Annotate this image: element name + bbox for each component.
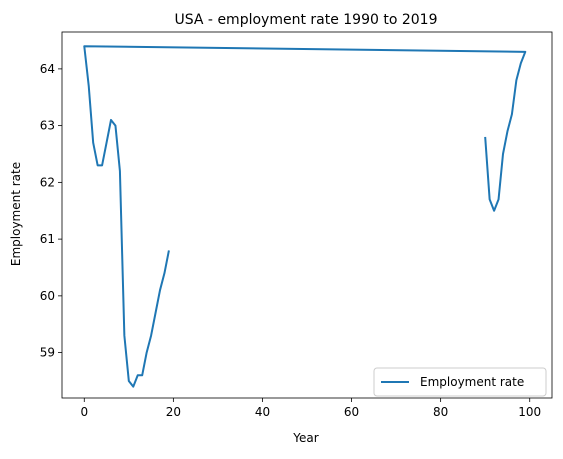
x-axis-ticks: 0 20 40 60 80 100 (80, 398, 541, 419)
x-tick-label: 100 (518, 405, 541, 419)
y-axis-ticks: 59 60 61 62 63 64 (40, 62, 62, 360)
plot-area (61, 31, 553, 399)
y-tick-label: 60 (40, 289, 55, 303)
chart-title: USA - employment rate 1990 to 2019 (175, 12, 438, 28)
y-axis-label: Employment rate (9, 162, 23, 266)
series-line (83, 45, 527, 388)
y-tick-label: 61 (40, 232, 55, 246)
x-tick-label: 20 (166, 405, 181, 419)
y-tick-label: 62 (40, 175, 55, 189)
y-tick-label: 59 (40, 346, 55, 360)
y-tick-label: 64 (40, 62, 55, 76)
x-tick-label: 0 (80, 405, 88, 419)
x-tick-label: 60 (344, 405, 359, 419)
legend-label: Employment rate (420, 375, 524, 389)
x-axis-label: Year (292, 431, 318, 445)
x-tick-label: 80 (433, 405, 448, 419)
legend-box (373, 367, 547, 397)
series-layer (83, 45, 527, 388)
x-tick-label: 40 (255, 405, 270, 419)
legend: Employment rate (373, 367, 547, 397)
y-tick-label: 63 (40, 119, 55, 133)
axes-frame (61, 31, 553, 399)
